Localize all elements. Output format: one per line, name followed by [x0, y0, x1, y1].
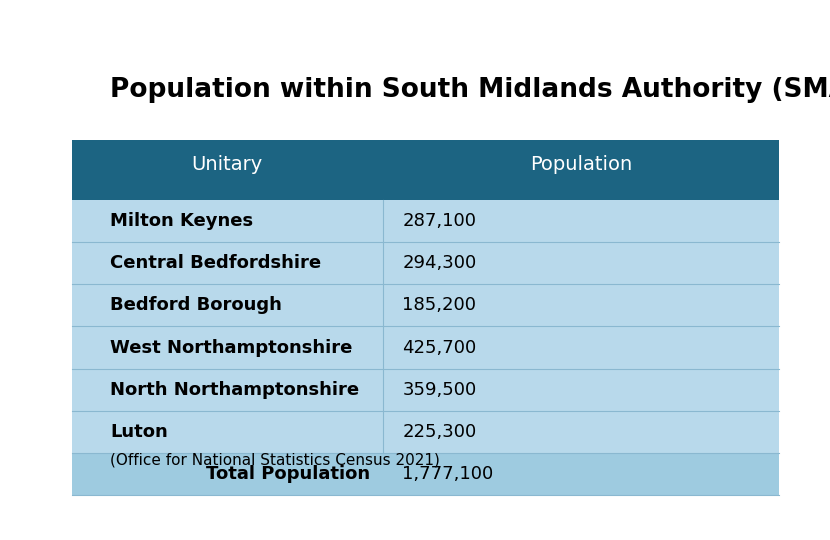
Text: (Office for National Statistics Census 2021): (Office for National Statistics Census 2… [110, 453, 440, 467]
Bar [71, 140, 779, 200]
Text: 287,100: 287,100 [403, 212, 476, 230]
Bar [71, 284, 779, 327]
Bar [71, 369, 779, 411]
Bar [71, 200, 779, 242]
Text: 185,200: 185,200 [403, 296, 476, 314]
Text: Population: Population [530, 156, 632, 174]
Text: Luton: Luton [110, 423, 168, 441]
Text: Central Bedfordshire: Central Bedfordshire [110, 254, 321, 272]
Text: Unitary: Unitary [192, 156, 263, 174]
Text: 225,300: 225,300 [403, 423, 476, 441]
Bar [71, 327, 779, 369]
Text: Milton Keynes: Milton Keynes [110, 212, 253, 230]
Bar [71, 242, 779, 284]
Text: 359,500: 359,500 [403, 381, 476, 399]
Text: Bedford Borough: Bedford Borough [110, 296, 282, 314]
Text: Total Population: Total Population [206, 465, 370, 483]
Text: 425,700: 425,700 [403, 339, 476, 356]
Bar [71, 411, 779, 453]
Bar [71, 453, 779, 495]
Text: 1,777,100: 1,777,100 [403, 465, 494, 483]
Text: West Northamptonshire: West Northamptonshire [110, 339, 353, 356]
Text: North Northamptonshire: North Northamptonshire [110, 381, 359, 399]
Text: 294,300: 294,300 [403, 254, 476, 272]
Text: Population within South Midlands Authority (SMA): Population within South Midlands Authori… [110, 77, 830, 103]
